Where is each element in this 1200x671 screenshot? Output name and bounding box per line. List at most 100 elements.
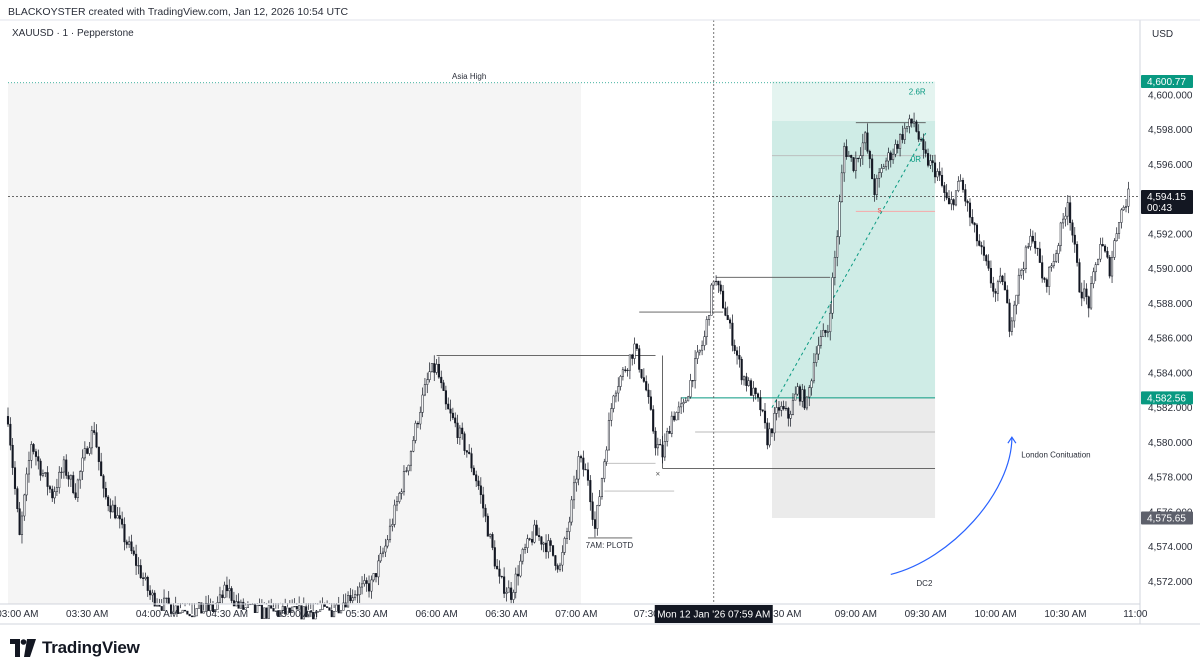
- candle-body-down: [149, 590, 152, 596]
- candle-body-up: [137, 565, 140, 567]
- candle: [801, 383, 804, 408]
- candle-body-down: [649, 396, 652, 410]
- candle-body-down: [896, 144, 899, 149]
- candle-body-up: [286, 607, 289, 615]
- candle: [1108, 254, 1111, 279]
- candle-body-up: [565, 531, 569, 539]
- candle-body-up: [831, 277, 834, 314]
- candle: [524, 543, 527, 554]
- candle: [449, 399, 452, 422]
- candle: [20, 511, 24, 544]
- candle: [577, 451, 580, 486]
- candle-body-down: [46, 472, 49, 487]
- candle: [968, 198, 972, 227]
- candle: [1094, 262, 1097, 282]
- candle-body-down: [652, 409, 655, 432]
- candle-body-up: [875, 178, 878, 195]
- candle: [850, 154, 853, 162]
- candle: [1083, 280, 1086, 302]
- candle-body-down: [225, 584, 228, 592]
- candle: [419, 406, 422, 430]
- candle: [344, 593, 347, 608]
- candle: [975, 222, 979, 247]
- candle-body-up: [950, 199, 953, 205]
- candle: [144, 572, 147, 581]
- candle-body-down: [265, 607, 268, 619]
- candle-body-up: [959, 180, 962, 182]
- candle: [347, 591, 350, 608]
- candle: [186, 603, 189, 615]
- candle: [1078, 258, 1081, 293]
- candle: [1122, 205, 1125, 211]
- candle: [642, 368, 645, 383]
- tradingview-logo-icon: [10, 639, 36, 657]
- candle: [815, 346, 818, 367]
- candle: [437, 356, 440, 379]
- candle: [596, 504, 599, 536]
- candle: [1003, 272, 1006, 291]
- candle-body-up: [1052, 261, 1055, 267]
- candle: [838, 194, 841, 245]
- candle-body-up: [81, 457, 84, 472]
- candle: [933, 154, 937, 184]
- candle: [16, 486, 19, 513]
- candle-body-down: [901, 134, 904, 140]
- candle: [910, 118, 913, 128]
- symbol-info[interactable]: XAUUSD · 1 · Pepperstone: [12, 28, 134, 39]
- candle-body-down: [123, 524, 126, 543]
- candle: [740, 356, 743, 385]
- candle-body-down: [749, 380, 753, 396]
- candle: [379, 545, 382, 563]
- candle-body-up: [204, 603, 208, 612]
- candle: [1036, 247, 1039, 256]
- candle-body-down: [65, 459, 68, 476]
- candle: [873, 173, 876, 202]
- candle: [160, 599, 163, 611]
- candle: [95, 424, 98, 449]
- candle: [738, 346, 741, 368]
- candle-body-up: [908, 118, 911, 127]
- candle-body-down: [472, 467, 475, 476]
- candle-body-down: [952, 199, 955, 206]
- candle-body-up: [1115, 233, 1118, 241]
- candle-body-down: [1003, 281, 1006, 291]
- candle-body-up: [354, 594, 357, 598]
- candle: [1066, 195, 1069, 226]
- candle-body-up: [27, 460, 31, 475]
- candle: [444, 385, 447, 410]
- candle: [840, 164, 843, 203]
- candle-body-down: [915, 121, 918, 132]
- price-tag: [1141, 190, 1193, 215]
- candle: [628, 354, 631, 380]
- candle-body-down: [538, 535, 541, 537]
- candle: [253, 603, 256, 613]
- candle: [1027, 242, 1030, 250]
- candle: [538, 527, 541, 541]
- candle: [649, 390, 652, 411]
- candle: [151, 589, 154, 603]
- candle: [668, 425, 671, 434]
- candle: [680, 397, 683, 415]
- candle-body-down: [433, 363, 436, 373]
- candle-body-down: [540, 536, 543, 545]
- candle-body-up: [489, 534, 492, 537]
- candle: [533, 519, 536, 544]
- x-tick-label: 03:30 AM: [66, 609, 108, 620]
- candle: [722, 285, 725, 309]
- candle: [23, 493, 26, 521]
- candle: [146, 575, 149, 597]
- chart-note: DC2: [916, 579, 933, 588]
- footer: TradingView: [10, 638, 140, 658]
- candle-body-up: [1020, 270, 1023, 276]
- candle-body-up: [826, 331, 829, 333]
- candle: [915, 119, 918, 133]
- candle: [633, 337, 636, 365]
- candle: [719, 280, 722, 295]
- candle-body-down: [824, 330, 827, 333]
- candle-body-up: [936, 171, 939, 178]
- candle: [456, 414, 459, 444]
- candle: [689, 373, 692, 399]
- candle-body-up: [670, 415, 673, 434]
- candle: [852, 157, 855, 173]
